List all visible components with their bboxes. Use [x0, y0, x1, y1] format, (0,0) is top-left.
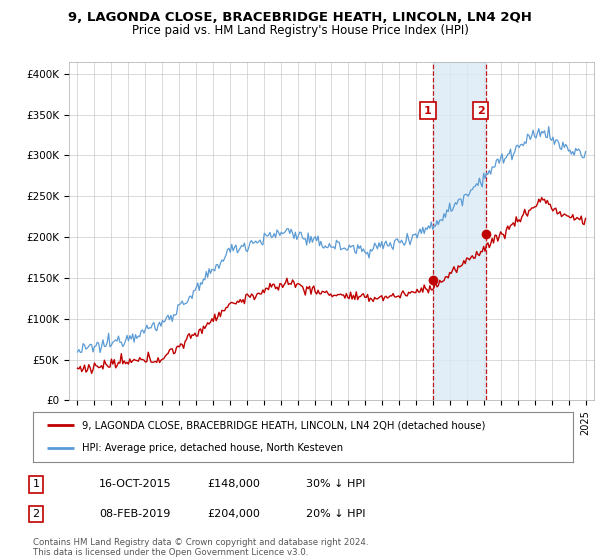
Text: 08-FEB-2019: 08-FEB-2019 [99, 509, 170, 519]
Bar [433, 62, 485, 400]
Text: £204,000: £204,000 [207, 509, 260, 519]
Text: 16-OCT-2015: 16-OCT-2015 [99, 479, 172, 489]
Text: Contains HM Land Registry data © Crown copyright and database right 2024.
This d: Contains HM Land Registry data © Crown c… [33, 538, 368, 557]
Text: 1: 1 [32, 479, 40, 489]
Text: 30% ↓ HPI: 30% ↓ HPI [306, 479, 365, 489]
Text: 9, LAGONDA CLOSE, BRACEBRIDGE HEATH, LINCOLN, LN4 2QH (detached house): 9, LAGONDA CLOSE, BRACEBRIDGE HEATH, LIN… [82, 420, 485, 430]
Text: 1: 1 [424, 106, 432, 115]
Text: 20% ↓ HPI: 20% ↓ HPI [306, 509, 365, 519]
Text: HPI: Average price, detached house, North Kesteven: HPI: Average price, detached house, Nort… [82, 444, 343, 454]
Text: Price paid vs. HM Land Registry's House Price Index (HPI): Price paid vs. HM Land Registry's House … [131, 24, 469, 37]
Text: 9, LAGONDA CLOSE, BRACEBRIDGE HEATH, LINCOLN, LN4 2QH: 9, LAGONDA CLOSE, BRACEBRIDGE HEATH, LIN… [68, 11, 532, 24]
Text: 2: 2 [32, 509, 40, 519]
Text: 2: 2 [476, 106, 484, 115]
Text: £148,000: £148,000 [207, 479, 260, 489]
